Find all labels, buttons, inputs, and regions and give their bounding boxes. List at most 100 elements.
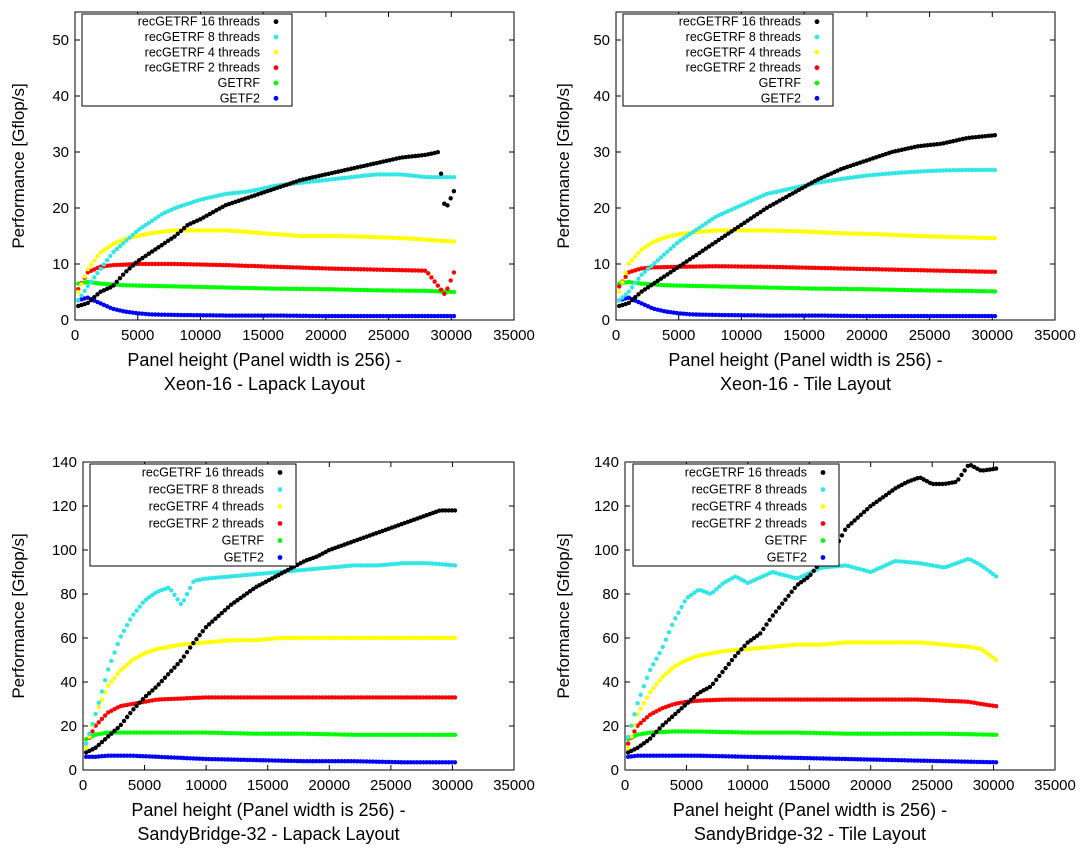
data-point bbox=[663, 720, 669, 725]
data-point bbox=[953, 731, 958, 737]
data-point bbox=[986, 235, 991, 241]
data-point bbox=[950, 168, 956, 173]
data-point bbox=[377, 288, 383, 293]
data-point bbox=[773, 755, 779, 760]
series-recgetrf-16-threads bbox=[76, 150, 457, 309]
data-point bbox=[864, 173, 869, 178]
data-point bbox=[159, 261, 164, 267]
data-point bbox=[374, 313, 380, 319]
data-point bbox=[912, 731, 917, 736]
data-point bbox=[986, 269, 991, 274]
data-point bbox=[896, 757, 901, 763]
data-point bbox=[443, 562, 448, 567]
data-point bbox=[655, 265, 660, 270]
data-point bbox=[710, 242, 715, 247]
data-point bbox=[153, 261, 158, 267]
data-point bbox=[889, 313, 895, 319]
data-point bbox=[384, 267, 389, 273]
series-getf2 bbox=[83, 753, 458, 765]
data-point bbox=[800, 265, 805, 270]
data-point bbox=[713, 264, 718, 269]
data-point bbox=[109, 753, 114, 758]
data-point bbox=[723, 648, 728, 654]
data-point bbox=[855, 515, 860, 520]
data-point bbox=[710, 729, 716, 735]
data-point bbox=[780, 601, 785, 606]
data-point bbox=[755, 264, 760, 269]
data-point bbox=[396, 732, 401, 737]
data-point bbox=[421, 561, 426, 566]
data-point bbox=[153, 230, 158, 235]
data-point bbox=[789, 589, 794, 595]
data-point bbox=[981, 759, 986, 765]
data-point bbox=[383, 732, 388, 737]
data-point bbox=[449, 760, 455, 765]
data-point bbox=[225, 638, 231, 643]
data-point bbox=[688, 697, 694, 703]
data-point bbox=[153, 685, 158, 690]
data-point bbox=[411, 695, 417, 700]
data-point bbox=[269, 695, 275, 700]
data-point bbox=[424, 760, 429, 765]
data-point bbox=[169, 261, 174, 267]
data-point bbox=[397, 267, 402, 273]
data-point bbox=[232, 695, 237, 700]
data-point bbox=[773, 697, 779, 702]
data-point bbox=[149, 283, 155, 289]
data-point bbox=[943, 759, 948, 764]
data-point bbox=[739, 264, 744, 269]
data-point bbox=[755, 313, 760, 318]
data-point bbox=[883, 697, 889, 702]
data-point bbox=[922, 143, 927, 148]
data-point bbox=[758, 313, 763, 318]
data-point bbox=[732, 264, 738, 269]
data-point bbox=[720, 729, 725, 735]
data-point bbox=[373, 635, 379, 641]
data-point bbox=[877, 640, 882, 645]
data-point bbox=[789, 730, 794, 735]
data-point bbox=[446, 695, 451, 700]
data-point bbox=[361, 287, 367, 293]
data-point bbox=[88, 279, 94, 284]
data-point bbox=[178, 312, 184, 318]
data-point bbox=[912, 560, 917, 565]
data-point bbox=[320, 178, 325, 183]
data-point bbox=[320, 635, 325, 641]
data-point bbox=[685, 753, 691, 758]
data-point bbox=[719, 235, 725, 241]
data-point bbox=[871, 501, 876, 507]
data-point bbox=[857, 286, 863, 292]
data-point bbox=[426, 175, 431, 180]
data-point bbox=[124, 269, 129, 274]
data-point bbox=[178, 228, 184, 234]
data-point bbox=[393, 235, 399, 241]
data-point bbox=[839, 756, 845, 762]
data-point bbox=[194, 756, 199, 761]
data-point bbox=[326, 287, 331, 292]
data-point bbox=[726, 312, 731, 318]
data-point bbox=[251, 757, 256, 763]
data-point bbox=[992, 313, 998, 319]
data-point bbox=[374, 267, 380, 272]
data-point bbox=[707, 729, 713, 734]
data-point bbox=[690, 254, 696, 260]
data-point bbox=[440, 760, 445, 765]
data-point bbox=[811, 642, 816, 647]
x-tick-label: 15000 bbox=[242, 327, 284, 344]
data-point bbox=[726, 264, 731, 269]
data-point bbox=[946, 731, 952, 736]
data-point bbox=[751, 730, 757, 735]
data-point bbox=[204, 284, 209, 290]
y-axis-title: Performance [Gflop/s] bbox=[9, 83, 28, 248]
data-point bbox=[304, 759, 310, 764]
data-point bbox=[291, 265, 296, 270]
data-point bbox=[880, 697, 886, 702]
data-point bbox=[848, 231, 853, 236]
data-point bbox=[452, 635, 458, 641]
data-point bbox=[921, 758, 926, 763]
data-point bbox=[390, 172, 396, 177]
data-point bbox=[266, 570, 272, 576]
data-point bbox=[285, 758, 291, 764]
data-point bbox=[332, 287, 338, 292]
data-point bbox=[133, 260, 139, 265]
